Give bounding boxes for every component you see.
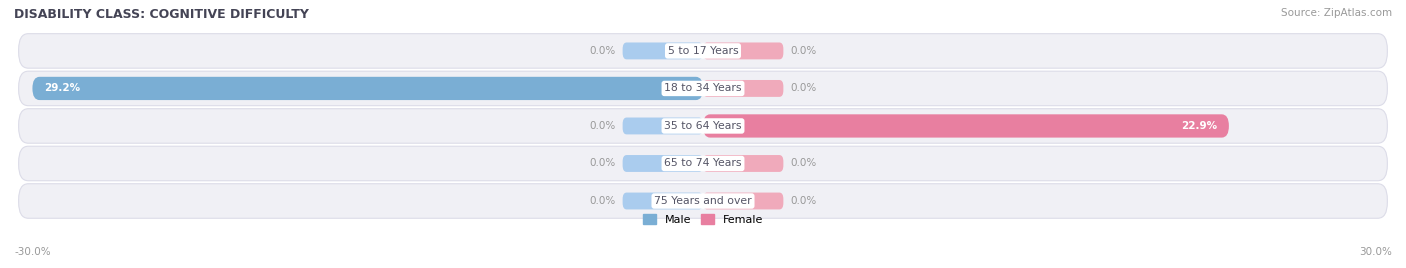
Text: DISABILITY CLASS: COGNITIVE DIFFICULTY: DISABILITY CLASS: COGNITIVE DIFFICULTY xyxy=(14,8,309,21)
Text: 29.2%: 29.2% xyxy=(44,83,80,94)
Text: 0.0%: 0.0% xyxy=(790,83,817,94)
FancyBboxPatch shape xyxy=(623,192,703,209)
FancyBboxPatch shape xyxy=(703,192,783,209)
Text: 65 to 74 Years: 65 to 74 Years xyxy=(664,158,742,169)
FancyBboxPatch shape xyxy=(18,184,1388,218)
FancyBboxPatch shape xyxy=(623,155,703,172)
Text: 30.0%: 30.0% xyxy=(1360,247,1392,257)
Text: Source: ZipAtlas.com: Source: ZipAtlas.com xyxy=(1281,8,1392,18)
FancyBboxPatch shape xyxy=(703,80,783,97)
FancyBboxPatch shape xyxy=(703,114,1229,137)
Text: 0.0%: 0.0% xyxy=(790,158,817,169)
Text: 0.0%: 0.0% xyxy=(790,46,817,56)
Text: -30.0%: -30.0% xyxy=(14,247,51,257)
Text: 75 Years and over: 75 Years and over xyxy=(654,196,752,206)
Text: 0.0%: 0.0% xyxy=(790,196,817,206)
FancyBboxPatch shape xyxy=(18,109,1388,143)
FancyBboxPatch shape xyxy=(18,146,1388,181)
Text: 18 to 34 Years: 18 to 34 Years xyxy=(664,83,742,94)
Legend: Male, Female: Male, Female xyxy=(638,210,768,229)
Text: 0.0%: 0.0% xyxy=(589,196,616,206)
Text: 22.9%: 22.9% xyxy=(1181,121,1218,131)
Text: 35 to 64 Years: 35 to 64 Years xyxy=(664,121,742,131)
FancyBboxPatch shape xyxy=(623,117,703,134)
Text: 0.0%: 0.0% xyxy=(589,46,616,56)
FancyBboxPatch shape xyxy=(703,42,783,59)
FancyBboxPatch shape xyxy=(18,71,1388,106)
FancyBboxPatch shape xyxy=(623,42,703,59)
Text: 0.0%: 0.0% xyxy=(589,158,616,169)
FancyBboxPatch shape xyxy=(703,155,783,172)
FancyBboxPatch shape xyxy=(32,77,703,100)
FancyBboxPatch shape xyxy=(18,34,1388,68)
Text: 5 to 17 Years: 5 to 17 Years xyxy=(668,46,738,56)
Text: 0.0%: 0.0% xyxy=(589,121,616,131)
